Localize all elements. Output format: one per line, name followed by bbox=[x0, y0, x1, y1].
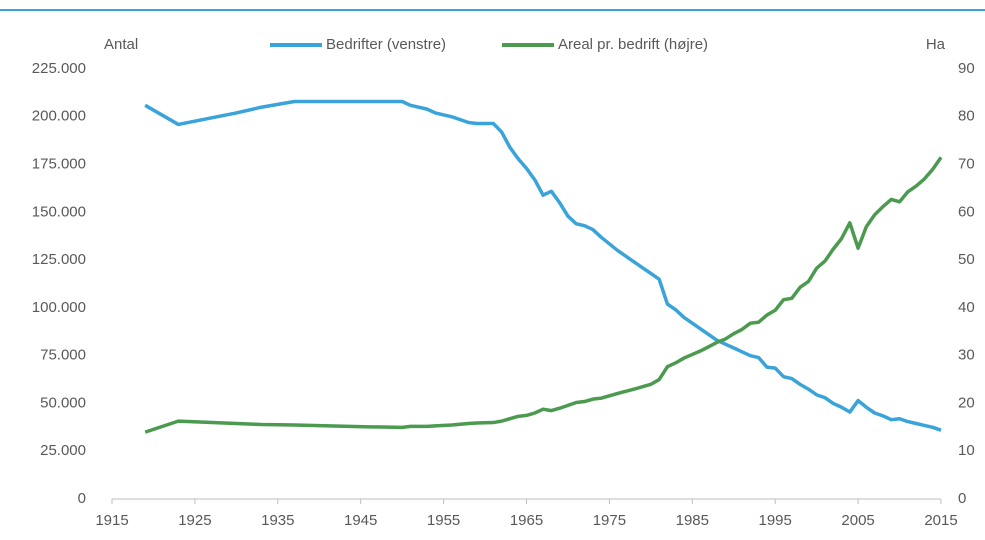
x-tick-label: 1975 bbox=[593, 512, 626, 529]
x-tick-label: 1965 bbox=[510, 512, 543, 529]
y2-tick-label: 10 bbox=[958, 442, 975, 459]
y-tick-label: 0 bbox=[78, 490, 86, 507]
y-tick-label: 100.000 bbox=[32, 299, 86, 316]
x-tick-label: 1935 bbox=[261, 512, 294, 529]
y-tick-label: 125.000 bbox=[32, 251, 86, 268]
y2-axis-label: Ha bbox=[926, 36, 946, 53]
y2-tick-label: 30 bbox=[958, 347, 975, 364]
y2-tick-label: 70 bbox=[958, 156, 975, 173]
x-tick-label: 1955 bbox=[427, 512, 460, 529]
x-tick-label: 1995 bbox=[759, 512, 792, 529]
legend-label: Bedrifter (venstre) bbox=[326, 36, 446, 53]
x-tick-label: 1925 bbox=[178, 512, 211, 529]
x-tick-label: 2005 bbox=[841, 512, 874, 529]
x-tick-label: 1985 bbox=[676, 512, 709, 529]
series-line bbox=[144, 156, 943, 434]
series-line bbox=[144, 99, 942, 432]
x-tick-label: 1945 bbox=[344, 512, 377, 529]
legend-label: Areal pr. bedrift (højre) bbox=[558, 36, 708, 53]
y2-tick-label: 50 bbox=[958, 251, 975, 268]
y2-tick-label: 60 bbox=[958, 203, 975, 220]
y-tick-label: 200.000 bbox=[32, 108, 86, 125]
y-tick-label: 50.000 bbox=[40, 394, 86, 411]
y-axis-label: Antal bbox=[104, 36, 138, 53]
y-tick-label: 225.000 bbox=[32, 60, 86, 77]
y-tick-label: 175.000 bbox=[32, 156, 86, 173]
y-tick-label: 150.000 bbox=[32, 203, 86, 220]
y2-tick-label: 80 bbox=[958, 108, 975, 125]
y2-tick-label: 20 bbox=[958, 394, 975, 411]
x-tick-label: 1915 bbox=[95, 512, 128, 529]
y-tick-label: 25.000 bbox=[40, 442, 86, 459]
y-tick-label: 75.000 bbox=[40, 347, 86, 364]
y2-tick-label: 0 bbox=[958, 490, 966, 507]
y2-tick-label: 40 bbox=[958, 299, 975, 316]
x-tick-label: 2015 bbox=[924, 512, 957, 529]
y2-tick-label: 90 bbox=[958, 60, 975, 77]
